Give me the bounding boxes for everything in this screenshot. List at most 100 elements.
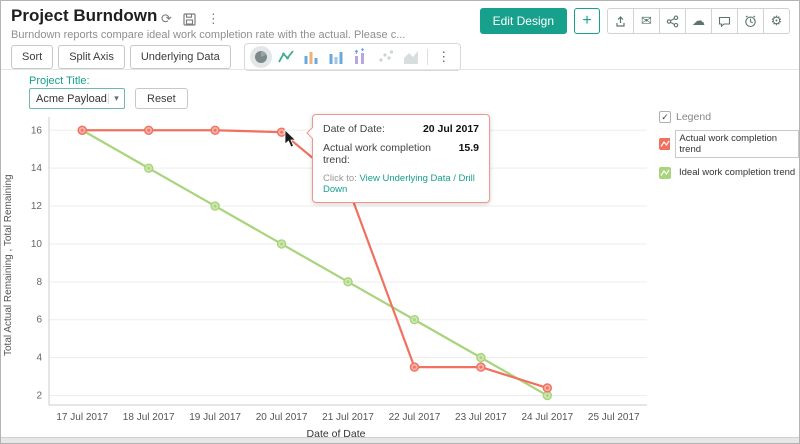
refresh-icon[interactable]: ⟳ — [161, 11, 172, 26]
line-chart-icon[interactable] — [275, 46, 297, 68]
legend-panel: ✓ Legend Actual work completion trend Ide… — [659, 111, 799, 180]
x-tick-label: 17 Jul 2017 — [56, 412, 108, 423]
y-tick-label: 10 — [31, 239, 43, 250]
y-tick-label: 6 — [36, 315, 42, 326]
data-point-center — [413, 365, 416, 369]
scatter-chart-icon[interactable] — [375, 46, 397, 68]
column-chart-icon[interactable] — [325, 46, 347, 68]
y-tick-label: 12 — [31, 201, 43, 212]
area-chart-icon[interactable] — [400, 46, 422, 68]
x-tick-label: 19 Jul 2017 — [189, 412, 241, 423]
y-tick-label: 16 — [31, 125, 43, 136]
x-tick-label: 25 Jul 2017 — [588, 412, 640, 423]
page-title: Project Burndown — [11, 6, 158, 25]
section-divider — [1, 69, 799, 70]
data-point-center — [479, 365, 483, 369]
cloud-icon: ☁ — [692, 13, 705, 28]
tooltip-row: Date of Date: 20 Jul 2017 — [323, 123, 479, 135]
chart-toolbar: Sort Split Axis Underlying Data — [11, 43, 461, 71]
project-title-select[interactable]: Acme Payload ▾ — [29, 88, 125, 109]
title-actions: ⟳ ⋮ — [161, 11, 220, 27]
sort-button[interactable]: Sort — [11, 45, 54, 69]
publish-button[interactable]: ☁ — [685, 8, 712, 34]
y-tick-label: 14 — [31, 163, 43, 174]
chart-tooltip[interactable]: Date of Date: 20 Jul 2017 Actual work co… — [306, 114, 490, 203]
clock-icon — [745, 15, 756, 27]
share-toolbar: ✉ ☁ — [607, 8, 790, 34]
tooltip-field-label: Date of Date: — [323, 123, 385, 135]
legend-checkbox[interactable]: ✓ — [659, 111, 671, 123]
reset-button[interactable]: Reset — [135, 88, 188, 109]
drill-down-link[interactable]: View Underlying Data / Drill Down — [323, 173, 475, 195]
header-actions: Edit Design + ✉ ☁ — [479, 8, 790, 34]
data-point-center — [213, 204, 217, 208]
x-tick-label: 20 Jul 2017 — [256, 412, 308, 423]
burndown-chart[interactable]: 2 4 6 8 10 12 14 16 17 Jul 2017 18 Jul 2017 19 Jul… — [15, 113, 657, 431]
tooltip-click-label: Click to: — [323, 173, 357, 184]
bar-chart-icon[interactable] — [300, 46, 322, 68]
tooltip-series-label: Actual work completion trend: — [323, 142, 431, 166]
pie-chart-icon[interactable] — [249, 46, 272, 68]
save-icon[interactable] — [183, 12, 196, 26]
combo-chart-icon[interactable] — [350, 46, 372, 68]
underlying-data-button[interactable]: Underlying Data — [129, 45, 231, 69]
data-point-center — [280, 130, 283, 134]
schedule-button[interactable] — [737, 8, 764, 34]
tooltip-row: Actual work completion trend: 15.9 — [323, 142, 479, 166]
data-point-center — [545, 386, 549, 390]
comment-button[interactable] — [711, 8, 738, 34]
settings-button[interactable]: ⚙ — [763, 8, 790, 34]
split-axis-button[interactable]: Split Axis — [58, 45, 125, 69]
y-axis-label: Total Actual Remaining , Total Remaining — [3, 174, 14, 356]
report-description: Burndown reports compare ideal work comp… — [11, 29, 406, 41]
x-tick-label: 21 Jul 2017 — [322, 412, 374, 423]
x-tick-label: 22 Jul 2017 — [389, 412, 441, 423]
chart-type-selector: ⋮ — [243, 43, 461, 71]
legend-swatch-icon — [659, 138, 671, 150]
data-point-center — [280, 242, 283, 246]
legend-swatch-icon — [659, 166, 671, 179]
add-button[interactable]: + — [574, 8, 600, 34]
data-point-center — [147, 128, 151, 132]
export-button[interactable] — [607, 8, 634, 34]
select-value: Acme Payload — [36, 92, 107, 105]
legend-item-label: Ideal work completion trend — [679, 167, 796, 178]
x-tick-label: 23 Jul 2017 — [455, 412, 507, 423]
y-tick-label: 2 — [36, 391, 42, 402]
chevron-down-icon: ▾ — [108, 93, 124, 104]
mouse-cursor — [284, 129, 297, 148]
legend-item[interactable]: Ideal work completion trend — [659, 165, 799, 180]
y-tick-label: 8 — [36, 277, 42, 288]
legend-items: Actual work completion trend Ideal work c… — [659, 130, 799, 180]
y-tick-label: 4 — [36, 353, 42, 364]
x-tick-label: 18 Jul 2017 — [123, 412, 175, 423]
comment-icon — [718, 16, 731, 27]
data-point-center — [213, 128, 217, 132]
share-button[interactable] — [659, 8, 686, 34]
toolbar-divider — [426, 49, 428, 65]
share-icon — [666, 15, 679, 27]
legend-item[interactable]: Actual work completion trend — [659, 130, 799, 158]
export-icon — [616, 15, 625, 27]
legend-item-label: Actual work completion trend — [675, 130, 799, 158]
horizontal-scrollbar[interactable] — [1, 437, 799, 443]
data-point-center — [413, 318, 416, 322]
more-chart-types-button[interactable]: ⋮ — [437, 49, 451, 64]
filter-label: Project Title: — [29, 75, 90, 87]
data-point-center — [479, 356, 483, 360]
tooltip-field-value: 20 Jul 2017 — [422, 123, 479, 135]
data-point-center — [80, 128, 84, 132]
gear-icon: ⚙ — [770, 13, 783, 28]
x-tick-label: 24 Jul 2017 — [521, 412, 573, 423]
legend-header: ✓ Legend — [659, 111, 799, 123]
more-options-icon[interactable]: ⋮ — [206, 11, 220, 26]
edit-design-button[interactable]: Edit Design — [479, 8, 567, 34]
email-button[interactable]: ✉ — [633, 8, 660, 34]
tooltip-action: Click to: View Underlying Data / Drill D… — [323, 173, 479, 195]
tooltip-series-value: 15.9 — [458, 142, 479, 154]
series-line — [81, 129, 548, 397]
check-icon: ✓ — [661, 111, 669, 122]
legend-title: Legend — [676, 111, 712, 123]
data-point-center — [346, 280, 350, 284]
